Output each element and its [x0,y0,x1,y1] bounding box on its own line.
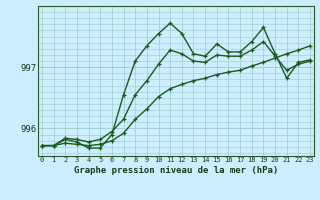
X-axis label: Graphe pression niveau de la mer (hPa): Graphe pression niveau de la mer (hPa) [74,166,278,175]
